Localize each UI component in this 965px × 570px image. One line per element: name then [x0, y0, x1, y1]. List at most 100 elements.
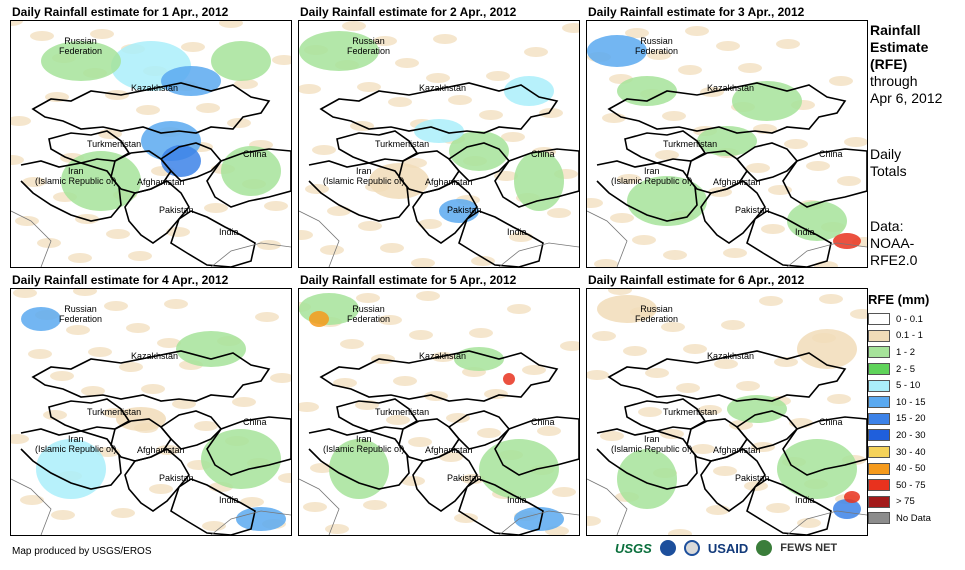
country-label-iran: Iran (Islamic Republic of)	[35, 434, 117, 454]
legend-swatch	[868, 412, 890, 425]
legend-swatch	[868, 379, 890, 392]
totals-line-2: Totals	[870, 163, 907, 179]
legend-swatch	[868, 429, 890, 442]
legend-item: 10 - 15	[868, 394, 931, 411]
legend-title: RFE (mm)	[868, 292, 930, 307]
legend-item: 30 - 40	[868, 444, 931, 461]
legend-item: > 75	[868, 494, 931, 511]
country-label-pakistan: Pakistan	[447, 205, 482, 215]
country-label-kazakhstan: Kazakhstan	[419, 83, 467, 93]
country-label-pakistan: Pakistan	[159, 473, 194, 483]
legend-label: 1 - 2	[896, 346, 916, 358]
rainfall-map: Russian Federation Kazakhstan Turkmenistan C…	[586, 20, 868, 268]
rainfall-map: Russian Federation Kazakhstan Turkmenistan C…	[10, 20, 292, 268]
legend-label: No Data	[896, 512, 931, 524]
legend-swatch	[868, 512, 890, 525]
legend-label: 0.1 - 1	[896, 330, 923, 342]
credit-text: Map produced by USGS/EROS	[12, 546, 152, 557]
through-date: Apr 6, 2012	[870, 90, 943, 106]
globe-icon	[756, 540, 773, 556]
country-label-kazakhstan: Kazakhstan	[131, 83, 179, 93]
country-label-turkmenistan: Turkmenistan	[375, 407, 430, 417]
country-label-russia: Russian Federation	[635, 36, 679, 56]
country-label-afghanistan: Afghanistan	[425, 177, 473, 187]
rainfall-map: Russian Federation Kazakhstan Turkmenistan C…	[586, 288, 868, 536]
daily-totals: Daily Totals	[870, 146, 907, 180]
legend-label: 30 - 40	[896, 446, 926, 458]
data-line-1: Data:	[870, 218, 904, 234]
country-label-afghanistan: Afghanistan	[713, 177, 761, 187]
legend-item: 15 - 20	[868, 411, 931, 428]
title-line-1: Rainfall	[870, 22, 921, 38]
usgs-logo: USGS	[615, 540, 652, 556]
legend-label: 50 - 75	[896, 479, 926, 491]
country-label-india: India	[507, 495, 527, 505]
country-label-india: India	[795, 495, 815, 505]
legend-swatch	[868, 313, 890, 326]
panel-title: Daily Rainfall estimate for 6 Apr., 2012	[588, 273, 805, 287]
legend-label: 40 - 50	[896, 463, 926, 475]
country-label-china: China	[819, 149, 843, 159]
legend-item: 40 - 50	[868, 460, 931, 477]
rainfall-map: Russian Federation Kazakhstan Turkmenistan C…	[298, 288, 580, 536]
usaid-logo: USAID	[707, 540, 749, 556]
map-panel: Daily Rainfall estimate for 1 Apr., 2012…	[10, 5, 300, 270]
legend-item: 0 - 0.1	[868, 311, 931, 328]
fews-logo: FEWS NET	[780, 542, 838, 554]
country-label-turkmenistan: Turkmenistan	[663, 139, 718, 149]
country-label-russia: Russian Federation	[59, 36, 103, 56]
legend-swatch	[868, 446, 890, 459]
country-label-turkmenistan: Turkmenistan	[87, 407, 142, 417]
logo-bar: USGS USAID FEWS NET	[615, 540, 837, 556]
legend-label: 5 - 10	[896, 380, 921, 392]
legend-label: 15 - 20	[896, 413, 926, 425]
legend-item: 1 - 2	[868, 344, 931, 361]
rainfall-map: Russian Federation Kazakhstan Turkmenistan C…	[298, 20, 580, 268]
country-label-india: India	[219, 227, 239, 237]
country-label-russia: Russian Federation	[635, 304, 679, 324]
country-label-kazakhstan: Kazakhstan	[707, 83, 755, 93]
country-label-afghanistan: Afghanistan	[425, 445, 473, 455]
country-label-afghanistan: Afghanistan	[137, 445, 185, 455]
country-label-iran: Iran (Islamic Republic of)	[323, 434, 405, 454]
country-label-russia: Russian Federation	[347, 304, 391, 324]
country-label-kazakhstan: Kazakhstan	[419, 351, 467, 361]
title-line-3: (RFE)	[870, 56, 908, 72]
country-label-pakistan: Pakistan	[735, 473, 770, 483]
country-label-iran: Iran (Islamic Republic of)	[323, 166, 405, 186]
country-label-china: China	[531, 149, 555, 159]
data-source: Data: NOAA- RFE2.0	[870, 218, 917, 269]
country-label-kazakhstan: Kazakhstan	[707, 351, 755, 361]
panel-title: Daily Rainfall estimate for 2 Apr., 2012	[300, 5, 517, 19]
legend-label: 10 - 15	[896, 396, 926, 408]
panel-title: Daily Rainfall estimate for 1 Apr., 2012	[12, 5, 229, 19]
legend-swatch	[868, 346, 890, 359]
panel-title: Daily Rainfall estimate for 3 Apr., 2012	[588, 5, 805, 19]
country-label-afghanistan: Afghanistan	[713, 445, 761, 455]
rainfall-map: Russian Federation Kazakhstan Turkmenistan C…	[10, 288, 292, 536]
data-line-2: NOAA-	[870, 235, 915, 251]
country-label-india: India	[219, 495, 239, 505]
country-label-china: China	[243, 149, 267, 159]
data-line-3: RFE2.0	[870, 252, 918, 268]
country-label-russia: Russian Federation	[347, 36, 391, 56]
legend-label: > 75	[896, 496, 915, 508]
panel-title: Daily Rainfall estimate for 5 Apr., 2012	[300, 273, 517, 287]
country-label-iran: Iran (Islamic Republic of)	[35, 166, 117, 186]
map-panel: Daily Rainfall estimate for 4 Apr., 2012…	[10, 273, 300, 538]
country-label-pakistan: Pakistan	[447, 473, 482, 483]
panel-title: Daily Rainfall estimate for 4 Apr., 2012	[12, 273, 229, 287]
legend-item: 5 - 10	[868, 377, 931, 394]
totals-line-1: Daily	[870, 146, 902, 162]
legend-label: 20 - 30	[896, 429, 926, 441]
legend-swatch	[868, 396, 890, 409]
country-label-turkmenistan: Turkmenistan	[663, 407, 718, 417]
legend-swatch	[868, 329, 890, 342]
noaa-logo-icon	[659, 540, 676, 556]
map-panel: Daily Rainfall estimate for 2 Apr., 2012…	[298, 5, 588, 270]
nasa-seal-icon	[683, 540, 700, 556]
country-label-kazakhstan: Kazakhstan	[131, 351, 179, 361]
through-text: through	[870, 73, 918, 89]
legend-item: 50 - 75	[868, 477, 931, 494]
country-label-afghanistan: Afghanistan	[137, 177, 185, 187]
